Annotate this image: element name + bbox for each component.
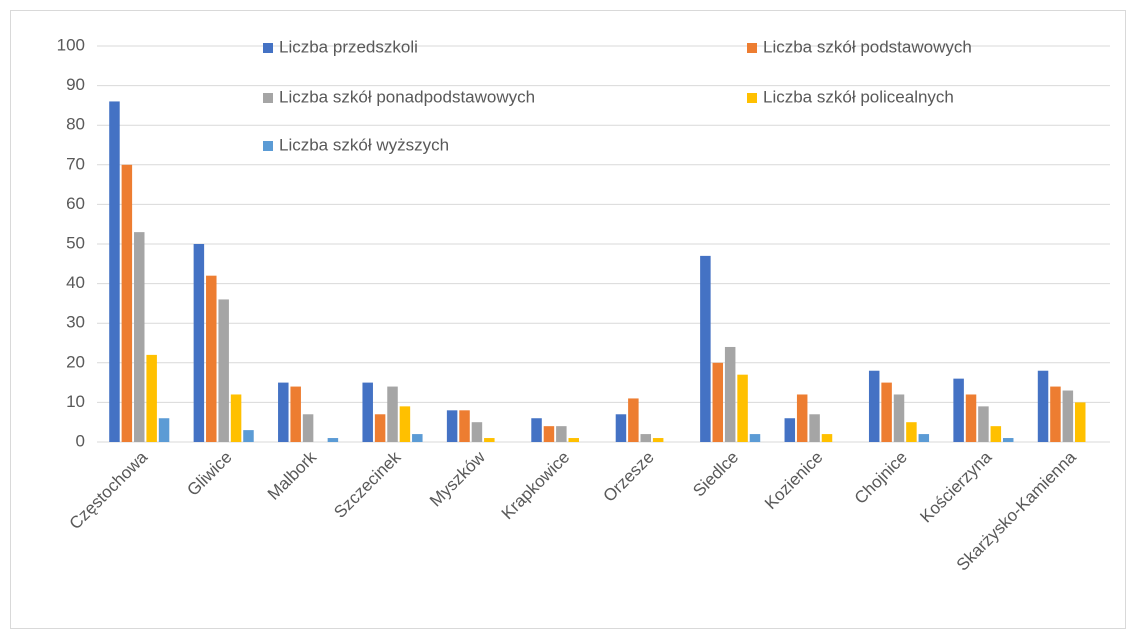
bar: [990, 426, 1002, 442]
chart-frame: [10, 10, 1126, 629]
bar: [109, 101, 120, 442]
bar: [737, 374, 748, 442]
bar: [243, 430, 254, 442]
bar: [399, 406, 411, 442]
bar: [206, 275, 217, 442]
bar: [615, 414, 627, 442]
y-tick-label: 100: [57, 35, 85, 54]
legend-label: Liczba szkół policealnych: [763, 87, 954, 106]
y-tick-label: 30: [66, 313, 85, 332]
bar: [1074, 402, 1086, 442]
bar: [362, 382, 373, 442]
y-tick-label: 50: [66, 233, 85, 252]
bar: [652, 438, 664, 442]
legend-swatch: [747, 93, 757, 103]
legend-label: Liczba przedszkoli: [279, 37, 418, 56]
bar: [724, 346, 736, 442]
bar: [471, 422, 483, 442]
bar: [556, 426, 567, 442]
bar: [531, 418, 542, 442]
y-tick-label: 70: [66, 154, 85, 173]
y-tick-label: 40: [66, 273, 85, 292]
bar: [1062, 390, 1074, 442]
bar: [374, 414, 386, 442]
legend-swatch: [263, 43, 273, 53]
bar: [193, 244, 205, 442]
bar: [700, 255, 711, 442]
bar: [543, 426, 555, 442]
bar: [978, 406, 989, 442]
legend-label: Liczba szkół podstawowych: [763, 37, 972, 56]
bar: [809, 414, 820, 442]
bar: [484, 438, 495, 442]
bar: [327, 438, 339, 442]
bar: [387, 386, 398, 442]
bar: [1002, 438, 1014, 442]
y-tick-label: 0: [76, 431, 85, 450]
bar: [953, 378, 964, 442]
bar: [906, 422, 917, 442]
bar: [1037, 370, 1049, 442]
bar: [121, 164, 133, 443]
bar: [796, 394, 808, 442]
bar: [712, 362, 724, 442]
bar: [918, 434, 930, 442]
bar: [278, 382, 289, 442]
legend-swatch: [747, 43, 757, 53]
y-tick-label: 10: [66, 392, 85, 411]
bar: [302, 414, 314, 442]
y-tick-label: 60: [66, 194, 85, 213]
bar: [146, 354, 157, 442]
bar: [446, 410, 458, 442]
bar: [230, 394, 242, 442]
bar: [568, 438, 579, 442]
y-tick-label: 80: [66, 115, 85, 134]
legend-swatch: [263, 141, 273, 151]
bar: [784, 418, 796, 442]
legend-swatch: [263, 93, 273, 103]
bar: [628, 398, 639, 442]
bar: [290, 386, 301, 442]
bar: [965, 394, 977, 442]
bar: [158, 418, 170, 442]
bar: [821, 434, 833, 442]
y-tick-label: 20: [66, 352, 85, 371]
bar: [218, 299, 229, 442]
bar: [893, 394, 905, 442]
legend-label: Liczba szkół wyższych: [279, 135, 449, 154]
y-tick-label: 90: [66, 75, 85, 94]
bar: [868, 370, 880, 442]
legend-label: Liczba szkół ponadpodstawowych: [279, 87, 535, 106]
bar: [412, 434, 423, 442]
bar: [881, 382, 892, 442]
bar: [134, 232, 145, 442]
bar: [749, 434, 761, 442]
bar: [640, 434, 652, 442]
bar: [1050, 386, 1061, 442]
bar: [459, 410, 470, 442]
